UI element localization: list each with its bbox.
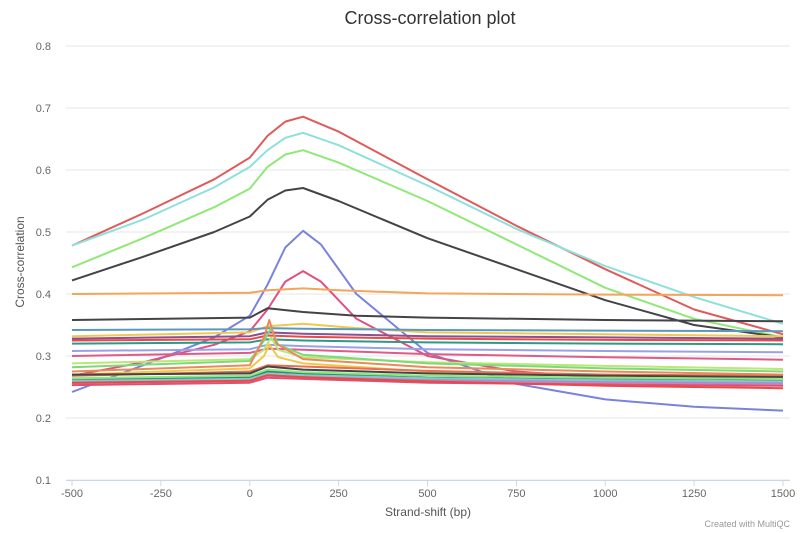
series-line[interactable] bbox=[71, 115, 784, 336]
y-tick-label: 0.8 bbox=[36, 41, 51, 53]
series-line[interactable] bbox=[71, 334, 784, 342]
series-line[interactable] bbox=[71, 270, 784, 383]
series-line[interactable] bbox=[71, 131, 784, 325]
series-line[interactable] bbox=[71, 374, 784, 390]
y-tick-label: 0.6 bbox=[36, 165, 51, 177]
x-tick-label: 0 bbox=[247, 488, 253, 500]
series-line[interactable] bbox=[71, 287, 784, 297]
series-line[interactable] bbox=[71, 368, 784, 380]
x-tick-label: 1000 bbox=[593, 488, 617, 500]
series-line[interactable] bbox=[71, 338, 784, 346]
series-line[interactable] bbox=[71, 327, 784, 333]
series-line[interactable] bbox=[71, 187, 784, 339]
x-tick-label: 500 bbox=[418, 488, 436, 500]
x-tick-label: 750 bbox=[507, 488, 525, 500]
y-tick-label: 0.4 bbox=[36, 289, 51, 301]
series-line[interactable] bbox=[71, 372, 784, 383]
y-tick-label: 0.5 bbox=[36, 227, 51, 239]
series-line[interactable] bbox=[71, 331, 784, 340]
x-tick-label: -500 bbox=[61, 488, 83, 500]
series-line[interactable] bbox=[71, 364, 784, 377]
series-line[interactable] bbox=[71, 365, 784, 379]
y-tick-label: 0.3 bbox=[36, 351, 51, 363]
series-line[interactable] bbox=[71, 322, 784, 338]
x-tick-label: 250 bbox=[329, 488, 347, 500]
x-axis-ticks: -500 -250 0 250 500 750 1000 1250 1500 bbox=[61, 488, 795, 500]
y-tick-label: 0.1 bbox=[36, 475, 51, 487]
chart-title: Cross-correlation plot bbox=[344, 8, 515, 28]
x-tick-label: 1500 bbox=[771, 488, 795, 500]
x-tick-label: 1250 bbox=[682, 488, 706, 500]
series-line[interactable] bbox=[71, 149, 784, 339]
x-axis-label: Strand-shift (bp) bbox=[385, 505, 471, 519]
series-line[interactable] bbox=[71, 347, 784, 361]
y-tick-label: 0.7 bbox=[36, 103, 51, 115]
series-line[interactable] bbox=[71, 307, 784, 323]
series-line[interactable] bbox=[71, 319, 784, 376]
series-line[interactable] bbox=[71, 376, 784, 387]
x-tick-label: -250 bbox=[150, 488, 172, 500]
y-tick-label: 0.2 bbox=[36, 413, 51, 425]
series-line[interactable] bbox=[71, 343, 784, 354]
grid-lines bbox=[66, 45, 790, 486]
series-lines[interactable] bbox=[71, 115, 784, 412]
y-axis-ticks: 0.1 0.2 0.3 0.4 0.5 0.6 0.7 0.8 bbox=[36, 41, 51, 487]
credit-text[interactable]: Created with MultiQC bbox=[704, 519, 790, 529]
y-axis-label: Cross-correlation bbox=[13, 216, 27, 307]
